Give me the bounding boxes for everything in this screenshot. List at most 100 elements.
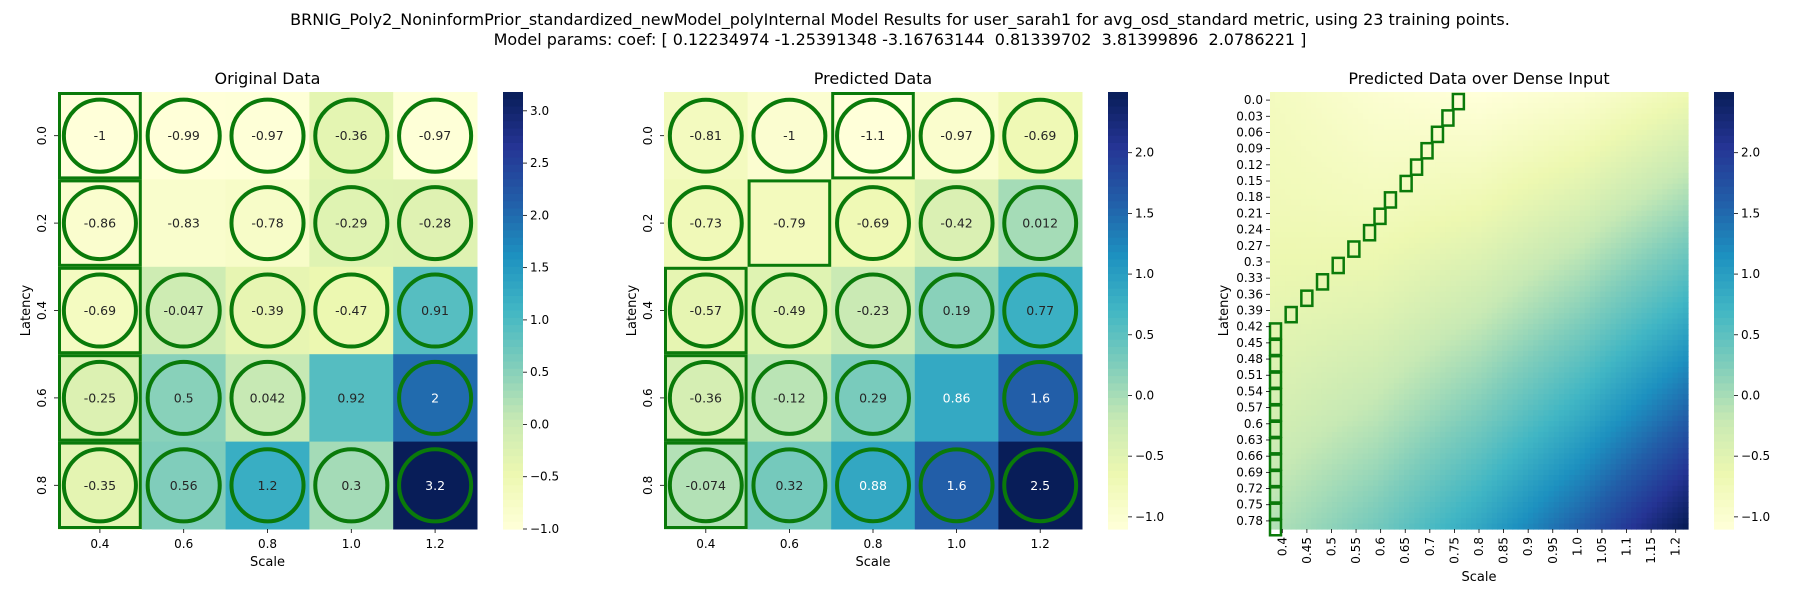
dense-heatmap-cell: [1667, 113, 1674, 120]
dense-heatmap-cell: [1657, 323, 1663, 330]
dense-heatmap-cell: [1383, 291, 1390, 298]
dense-heatmap-cell: [1491, 329, 1498, 336]
dense-heatmap-cell: [1600, 345, 1607, 352]
dense-heatmap-cell: [1331, 356, 1338, 363]
dense-heatmap-cell: [1270, 156, 1276, 163]
colorbar-tick-label: 0.0: [1135, 388, 1154, 402]
dense-heatmap-cell: [1466, 113, 1472, 120]
dense-heatmap-cell: [1522, 210, 1529, 217]
dense-heatmap-cell: [1636, 102, 1643, 109]
dense-heatmap-cell: [1455, 108, 1462, 115]
dense-heatmap-cell: [1280, 124, 1287, 131]
dense-heatmap-cell: [1352, 232, 1359, 239]
dense-heatmap-cell: [1429, 388, 1436, 395]
dense-heatmap-cell: [1589, 243, 1596, 250]
dense-heatmap-cell: [1631, 313, 1637, 320]
dense-heatmap-cell: [1641, 302, 1648, 309]
dense-heatmap-cell: [1528, 205, 1534, 212]
dense-heatmap-cell: [1295, 248, 1302, 255]
dense-heatmap-cell: [1419, 221, 1426, 228]
dense-heatmap-cell: [1533, 102, 1539, 109]
dense-heatmap-cell: [1285, 151, 1292, 158]
heatmap-cell: [393, 266, 478, 355]
dense-heatmap-cell: [1342, 248, 1349, 255]
dense-heatmap-cell: [1512, 248, 1519, 255]
dense-heatmap-cell: [1393, 323, 1400, 330]
dense-heatmap-cell: [1404, 291, 1410, 298]
dense-heatmap-cell: [1589, 361, 1596, 368]
dense-heatmap-cell: [1362, 97, 1369, 104]
dense-heatmap-cell: [1615, 313, 1622, 320]
dense-heatmap-cell: [1620, 356, 1627, 363]
dense-heatmap-cell: [1657, 264, 1663, 271]
dense-heatmap-cell: [1460, 183, 1467, 190]
dense-heatmap-cell: [1491, 361, 1498, 368]
dense-heatmap-cell: [1553, 334, 1560, 341]
dense-heatmap-cell: [1538, 372, 1545, 379]
dense-heatmap-cell: [1497, 183, 1503, 190]
dense-heatmap-cell: [1512, 394, 1519, 401]
dense-heatmap-cell: [1677, 172, 1684, 179]
dense-heatmap-cell: [1435, 280, 1441, 287]
dense-heatmap-cell: [1605, 372, 1612, 379]
dense-heatmap-cell: [1368, 199, 1374, 206]
dense-heatmap-cell: [1662, 129, 1668, 136]
dense-heatmap-cell: [1270, 323, 1276, 330]
dense-heatmap-cell: [1486, 286, 1493, 293]
dense-heatmap-cell: [1424, 377, 1431, 384]
dense-heatmap-cell: [1677, 270, 1684, 277]
dense-heatmap-cell: [1337, 140, 1343, 147]
dense-heatmap-cell: [1362, 372, 1369, 379]
dense-heatmap-cell: [1646, 178, 1653, 185]
dense-heatmap-cell: [1486, 216, 1493, 223]
training-point-marker: [397, 272, 474, 349]
dense-heatmap-cell: [1605, 221, 1612, 228]
dense-heatmap-cell: [1316, 313, 1323, 320]
dense-heatmap-cell: [1512, 129, 1519, 136]
dense-heatmap-cell: [1295, 275, 1302, 282]
dense-heatmap-cell: [1626, 113, 1632, 120]
x-tick-label: 1.2: [1031, 537, 1050, 551]
heatmap-cell: [831, 354, 916, 443]
dense-heatmap-cell: [1564, 205, 1570, 212]
dense-heatmap-cell: [1651, 307, 1658, 314]
dense-heatmap-cell: [1595, 345, 1601, 352]
cell-value-label: -0.83: [168, 216, 200, 231]
dense-heatmap-cell: [1600, 183, 1607, 190]
dense-heatmap-cell: [1275, 377, 1281, 384]
dense-heatmap-cell: [1605, 291, 1612, 298]
dense-heatmap-cell: [1564, 92, 1570, 98]
dense-heatmap-cell: [1306, 372, 1312, 379]
dense-heatmap-cell: [1502, 178, 1508, 185]
dense-heatmap-cell: [1564, 253, 1570, 260]
dense-heatmap-cell: [1316, 350, 1323, 357]
dense-heatmap-cell: [1295, 307, 1302, 314]
dense-heatmap-cell: [1378, 151, 1385, 158]
dense-heatmap-cell: [1662, 323, 1668, 330]
dense-heatmap-cell: [1460, 178, 1467, 185]
colorbar-swatch: [1108, 310, 1128, 319]
dense-heatmap-cell: [1491, 92, 1498, 98]
dense-heatmap-cell: [1388, 383, 1395, 390]
cell-value-label: 0.5: [174, 390, 194, 405]
dense-heatmap-cell: [1486, 394, 1493, 401]
dense-heatmap-cell: [1646, 394, 1653, 401]
dense-heatmap-cell: [1610, 248, 1617, 255]
dense-heatmap-cell: [1399, 275, 1405, 282]
dense-heatmap-cell: [1558, 329, 1565, 336]
dense-heatmap-cell: [1450, 377, 1457, 384]
dense-heatmap-cell: [1548, 318, 1555, 325]
dense-heatmap-cell: [1481, 345, 1488, 352]
dense-heatmap-cell: [1667, 361, 1674, 368]
dense-heatmap-cell: [1636, 172, 1643, 179]
dense-heatmap-cell: [1311, 97, 1318, 104]
dense-heatmap-cell: [1605, 118, 1612, 125]
dense-heatmap-cell: [1579, 345, 1586, 352]
colorbar-swatch: [1108, 157, 1128, 166]
dense-heatmap-cell: [1409, 340, 1416, 347]
dense-heatmap-cell: [1450, 237, 1457, 244]
dense-heatmap-cell: [1300, 253, 1307, 260]
dense-heatmap-cell: [1285, 140, 1292, 147]
dense-heatmap-cell: [1388, 151, 1395, 158]
dense-heatmap-cell: [1414, 145, 1421, 152]
